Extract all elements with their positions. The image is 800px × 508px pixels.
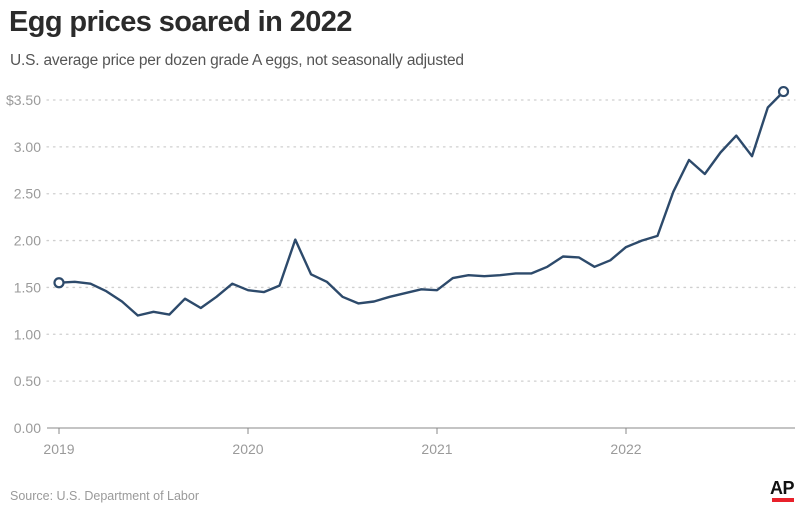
y-tick-label: $3.50 [6,92,41,108]
x-tick-label: 2020 [232,441,263,457]
x-tick-label: 2022 [610,441,641,457]
chart-title: Egg prices soared in 2022 [9,6,352,38]
y-tick-label: 2.00 [14,233,41,249]
start-point-marker [53,277,65,289]
y-tick-label: 0.00 [14,420,41,436]
gridlines [46,99,796,382]
series-line [57,90,785,317]
y-tick-label: 1.00 [14,326,41,342]
y-tick-label: 1.50 [14,279,41,295]
ap-logo: AP [769,478,795,498]
y-tick-label: 0.50 [14,373,41,389]
series-layer [53,85,790,317]
chart-subtitle: U.S. average price per dozen grade A egg… [10,52,464,69]
y-axis-ticks: 0.00 0.50 1.00 1.50 2.00 2.50 3.00 $3.50 [6,92,41,436]
y-tick-label: 2.50 [14,186,41,202]
x-tick-label: 2021 [421,441,452,457]
source-note: Source: U.S. Department of Labor [10,489,199,503]
x-axis: 2019 2020 2021 2022 [43,427,795,457]
x-tick-label: 2019 [43,441,74,457]
ap-logo-accent [772,498,794,502]
y-tick-label: 3.00 [14,139,41,155]
end-point-marker [777,85,790,98]
